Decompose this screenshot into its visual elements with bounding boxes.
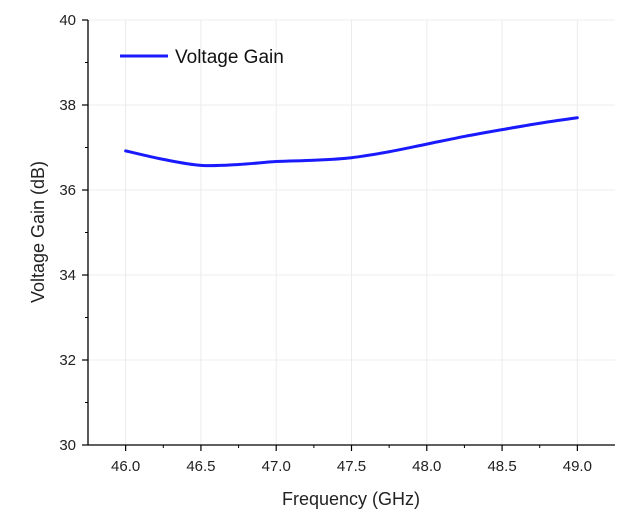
x-tick-label-4: 48.0: [412, 458, 441, 475]
x-axis-title: Frequency (GHz): [282, 489, 420, 509]
series-layer: [124, 116, 579, 168]
y-tick-label-1: 32: [59, 352, 76, 369]
y-tick-label-5: 40: [59, 12, 76, 29]
y-tick-label-2: 34: [59, 267, 76, 284]
y-tick-label-3: 36: [59, 182, 76, 199]
x-tick-label-3: 47.5: [337, 458, 366, 475]
legend-label-voltage-gain: Voltage Gain: [175, 47, 284, 68]
x-tick-label-1: 46.5: [186, 458, 215, 475]
ticks: 46.0 46.5 47.0 47.5 48.0 48.5 49.0 30 32 34 36 38 40: [59, 12, 592, 475]
y-tick-label-4: 38: [59, 97, 76, 114]
grid-lines: [88, 19, 615, 446]
y-axis-title: Voltage Gain (dB): [28, 161, 48, 303]
x-tick-label-0: 46.0: [111, 458, 140, 475]
legend: Voltage Gain: [120, 47, 284, 68]
y-tick-label-0: 30: [59, 437, 76, 454]
x-tick-label-5: 48.5: [487, 458, 516, 475]
x-tick-label-6: 49.0: [563, 458, 592, 475]
series-line-0: [124, 116, 579, 168]
x-tick-label-2: 47.0: [262, 458, 291, 475]
